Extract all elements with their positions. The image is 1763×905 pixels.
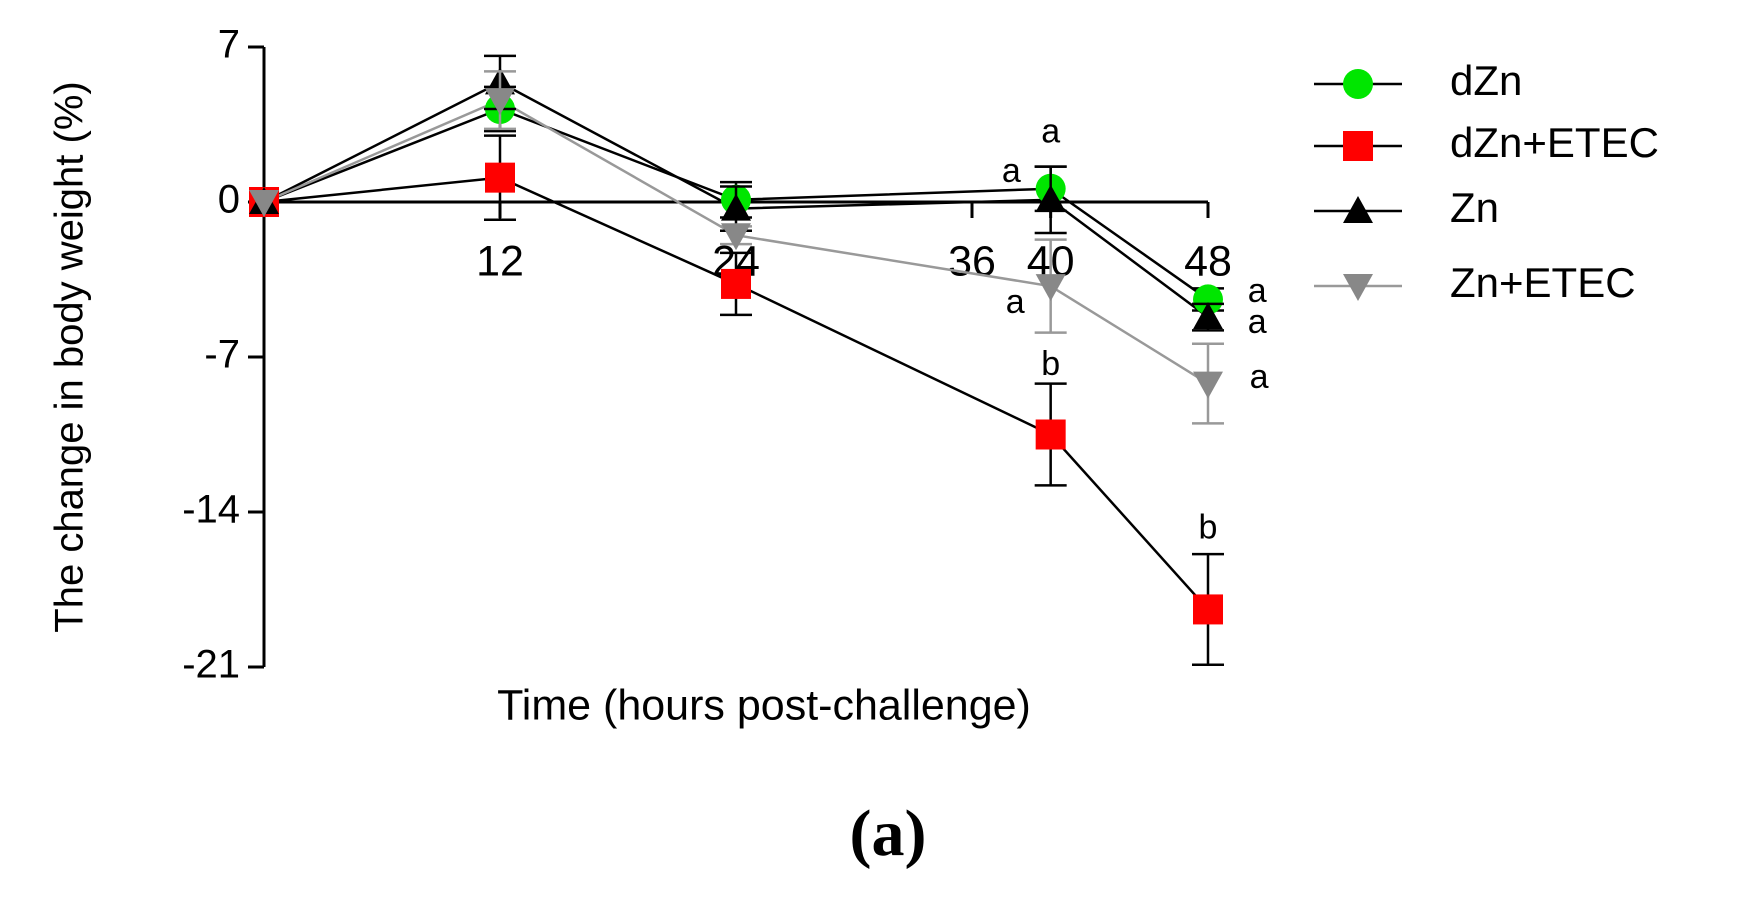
marker (1343, 274, 1373, 301)
y-tick-label: 7 (218, 23, 240, 67)
legend-label: Zn+ETEC (1450, 259, 1636, 306)
annotation: b (1199, 509, 1218, 547)
marker (1343, 131, 1373, 161)
y-tick-label: -14 (182, 488, 240, 532)
x-axis-label: Time (hours post-challenge) (497, 681, 1031, 729)
annotation: a (1006, 283, 1025, 321)
annotation: a (1248, 272, 1267, 310)
marker (1035, 184, 1066, 212)
marker (721, 223, 751, 251)
legend-label: dZn+ETEC (1450, 119, 1659, 166)
marker (1193, 371, 1223, 399)
marker (1035, 274, 1066, 302)
annotation: a (1248, 303, 1267, 341)
y-tick-label: -7 (204, 333, 240, 377)
marker (1193, 284, 1223, 315)
x-tick-label: 36 (948, 237, 996, 285)
x-tick-label: 48 (1184, 237, 1232, 285)
caption: (a) (850, 797, 927, 870)
legend-label: dZn (1450, 57, 1522, 104)
marker (249, 190, 279, 217)
marker (1193, 594, 1223, 625)
x-tick-label: 12 (476, 237, 524, 285)
marker (1193, 302, 1223, 330)
marker (485, 88, 515, 116)
annotation: a (1250, 358, 1269, 396)
annotation: a (1041, 112, 1060, 150)
annotation: b (1041, 345, 1060, 383)
annotation: a (1002, 152, 1021, 190)
y-tick-label: 0 (218, 178, 240, 222)
marker (485, 162, 515, 193)
y-tick-label: -21 (182, 643, 240, 687)
marker (721, 193, 751, 221)
marker (721, 268, 751, 299)
marker (1343, 196, 1373, 223)
y-axis-label: The change in body weight (%) (48, 81, 92, 632)
marker (1343, 69, 1373, 99)
legend-label: Zn (1450, 184, 1499, 231)
marker (1035, 419, 1066, 450)
